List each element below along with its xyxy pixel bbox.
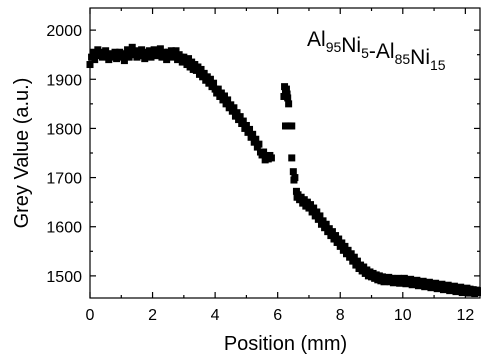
x-tick-label: 12 [456,307,474,324]
data-point [214,85,222,93]
annotation-subscript: 85 [395,51,411,67]
data-point [288,154,296,162]
plot-frame [89,7,481,299]
x-axis-label: Position (mm) [224,333,347,355]
data-point [197,65,205,73]
data-point [147,53,155,61]
data-point [239,117,247,125]
data-point [246,125,254,133]
data-point [291,174,299,182]
annotation-subscript: 95 [326,39,342,55]
data-point [285,100,293,108]
data-point [221,92,228,100]
data-point [163,56,171,64]
data-point [475,287,481,295]
data-point [284,94,292,102]
data-point [224,96,232,104]
data-point [316,212,324,220]
y-tick-label: 1900 [46,72,82,89]
data-point [353,257,361,265]
annotation-subscript: 5 [361,45,369,61]
x-tick-label: 8 [336,307,345,324]
data-point [350,253,358,261]
data-point [349,257,357,265]
composition-annotation: Al95Ni5-Al85Ni15 [307,28,446,73]
annotation-text: -Al [369,40,395,63]
data-point [249,130,257,138]
data-point [222,100,230,108]
data-point [252,135,260,143]
data-point [341,242,349,250]
y-tick-labels: 1500 1600 1700 1800 1900 2000 [46,23,82,286]
data-point [91,56,99,64]
x-tick-label: 0 [86,307,95,324]
data-point [255,140,263,148]
data-point [230,104,238,112]
data-point [236,113,244,121]
annotation-subscript: 15 [430,57,446,73]
data-point [219,96,227,104]
x-tick-label: 2 [148,307,157,324]
data-point [313,208,321,216]
data-point [102,47,110,55]
data-point [322,220,330,228]
data-point [125,53,133,61]
data-point [288,122,296,130]
data-point [172,47,180,55]
y-tick-label: 1600 [46,220,82,237]
y-tick-label: 1800 [46,121,82,138]
y-tick-label: 2000 [46,23,82,40]
x-tick-label: 10 [394,307,412,324]
data-point [260,148,268,156]
y-tick-label: 1700 [46,171,82,188]
x-tick-labels: 0 2 4 6 8 10 12 [86,307,475,324]
data-point [233,109,241,117]
data-point [120,57,128,65]
data-point [210,79,218,87]
y-tick-label: 1500 [46,269,82,286]
data-point [138,46,146,54]
x-tick-label: 6 [273,307,282,324]
data-point [282,85,290,93]
data-point [335,235,343,243]
annotation-text: Ni [341,34,361,57]
annotation-text: Ni [410,46,430,69]
data-point [310,204,318,212]
data-point [206,75,214,83]
y-axis-label: Grey Value (a.u.) [11,78,33,229]
data-points [86,43,481,298]
data-point [283,90,291,98]
data-point [267,154,275,162]
annotation-text: Al [307,28,326,51]
data-point [242,121,250,129]
data-point [289,168,297,176]
data-point [328,228,336,236]
data-point [308,208,316,216]
x-tick-label: 4 [211,307,220,324]
